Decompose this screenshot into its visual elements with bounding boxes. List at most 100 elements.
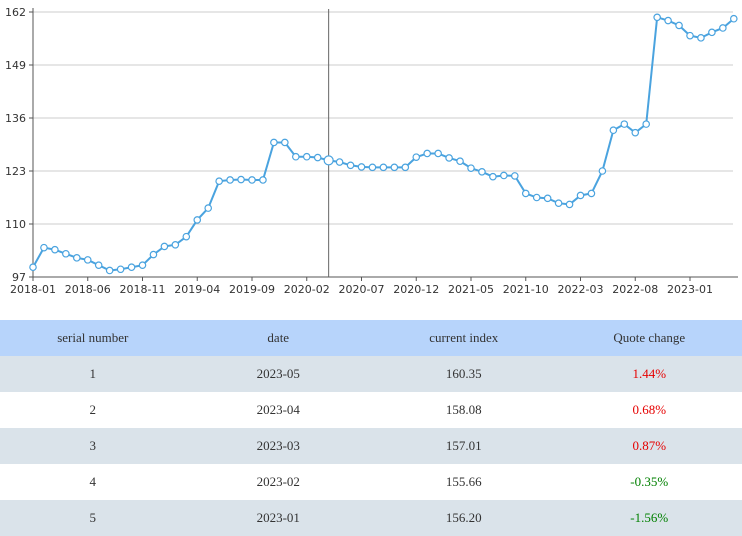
cell-index: 160.35: [371, 356, 557, 392]
data-point[interactable]: [128, 264, 134, 270]
data-point[interactable]: [172, 242, 178, 248]
data-point[interactable]: [336, 159, 342, 165]
x-tick-label: 2022-03: [558, 283, 604, 296]
data-point[interactable]: [139, 262, 145, 268]
data-point[interactable]: [720, 25, 726, 31]
x-tick-label: 2020-12: [393, 283, 439, 296]
data-point[interactable]: [555, 200, 561, 206]
data-point[interactable]: [205, 205, 211, 211]
x-tick-label: 2018-01: [10, 283, 56, 296]
data-point[interactable]: [41, 244, 47, 250]
cell-date: 2023-05: [186, 356, 372, 392]
data-point[interactable]: [632, 129, 638, 135]
data-point[interactable]: [687, 32, 693, 38]
cell-serial: 1: [0, 356, 186, 392]
data-point[interactable]: [446, 155, 452, 161]
data-point[interactable]: [238, 176, 244, 182]
data-point[interactable]: [501, 172, 507, 178]
data-point[interactable]: [566, 201, 572, 207]
data-point[interactable]: [479, 169, 485, 175]
data-point[interactable]: [424, 150, 430, 156]
data-point[interactable]: [194, 217, 200, 223]
data-point[interactable]: [435, 150, 441, 156]
data-point[interactable]: [150, 251, 156, 257]
x-tick-label: 2018-06: [65, 283, 111, 296]
data-point[interactable]: [358, 164, 364, 170]
cell-change: -0.35%: [557, 464, 742, 500]
data-point[interactable]: [468, 165, 474, 171]
axes: [29, 8, 738, 281]
cell-change: 0.87%: [557, 428, 742, 464]
data-point[interactable]: [413, 154, 419, 160]
data-point[interactable]: [621, 121, 627, 127]
data-point[interactable]: [106, 267, 112, 273]
cell-index: 157.01: [371, 428, 557, 464]
data-point[interactable]: [665, 17, 671, 23]
data-point[interactable]: [402, 164, 408, 170]
data-point[interactable]: [324, 156, 333, 165]
series-line: [33, 17, 734, 270]
cell-change: 1.44%: [557, 356, 742, 392]
cell-date: 2023-03: [186, 428, 372, 464]
table-row: 1 2023-05 160.35 1.44%: [0, 356, 742, 392]
data-point[interactable]: [391, 164, 397, 170]
data-point[interactable]: [85, 257, 91, 263]
cell-date: 2023-01: [186, 500, 372, 536]
data-point[interactable]: [347, 162, 353, 168]
data-point[interactable]: [599, 168, 605, 174]
data-point[interactable]: [293, 154, 299, 160]
cell-serial: 2: [0, 392, 186, 428]
quote-table: serial number date current index Quote c…: [0, 320, 742, 536]
data-point[interactable]: [249, 177, 255, 183]
data-point[interactable]: [457, 158, 463, 164]
header-date: date: [186, 320, 372, 356]
data-point[interactable]: [654, 14, 660, 20]
x-tick-label: 2018-11: [120, 283, 166, 296]
data-point[interactable]: [315, 154, 321, 160]
data-point[interactable]: [227, 177, 233, 183]
x-tick-label: 2020-02: [284, 283, 330, 296]
data-point[interactable]: [676, 22, 682, 28]
data-point[interactable]: [74, 255, 80, 261]
data-point[interactable]: [117, 266, 123, 272]
cell-serial: 4: [0, 464, 186, 500]
data-point[interactable]: [369, 164, 375, 170]
data-point[interactable]: [30, 264, 36, 270]
data-point[interactable]: [271, 139, 277, 145]
table-row: 5 2023-01 156.20 -1.56%: [0, 500, 742, 536]
data-point[interactable]: [643, 121, 649, 127]
data-point[interactable]: [588, 190, 594, 196]
data-point[interactable]: [52, 246, 58, 252]
data-point[interactable]: [610, 127, 616, 133]
data-point[interactable]: [577, 192, 583, 198]
data-point[interactable]: [96, 262, 102, 268]
data-points[interactable]: [30, 14, 737, 274]
data-point[interactable]: [523, 190, 529, 196]
data-point[interactable]: [490, 174, 496, 180]
cell-index: 155.66: [371, 464, 557, 500]
cell-serial: 3: [0, 428, 186, 464]
data-point[interactable]: [282, 139, 288, 145]
data-point[interactable]: [709, 29, 715, 35]
data-point[interactable]: [63, 251, 69, 257]
data-point[interactable]: [183, 233, 189, 239]
data-point[interactable]: [304, 154, 310, 160]
table-row: 4 2023-02 155.66 -0.35%: [0, 464, 742, 500]
cell-change: 0.68%: [557, 392, 742, 428]
cell-index: 158.08: [371, 392, 557, 428]
data-point[interactable]: [534, 194, 540, 200]
data-point[interactable]: [161, 243, 167, 249]
data-point[interactable]: [512, 173, 518, 179]
cell-change: -1.56%: [557, 500, 742, 536]
table-row: 3 2023-03 157.01 0.87%: [0, 428, 742, 464]
data-point[interactable]: [731, 16, 737, 22]
data-point[interactable]: [698, 35, 704, 41]
header-serial-number: serial number: [0, 320, 186, 356]
data-point[interactable]: [544, 195, 550, 201]
header-quote-change: Quote change: [557, 320, 742, 356]
data-point[interactable]: [260, 177, 266, 183]
x-tick-label: 2021-10: [503, 283, 549, 296]
x-tick-label: 2022-08: [612, 283, 658, 296]
data-point[interactable]: [216, 178, 222, 184]
data-point[interactable]: [380, 164, 386, 170]
